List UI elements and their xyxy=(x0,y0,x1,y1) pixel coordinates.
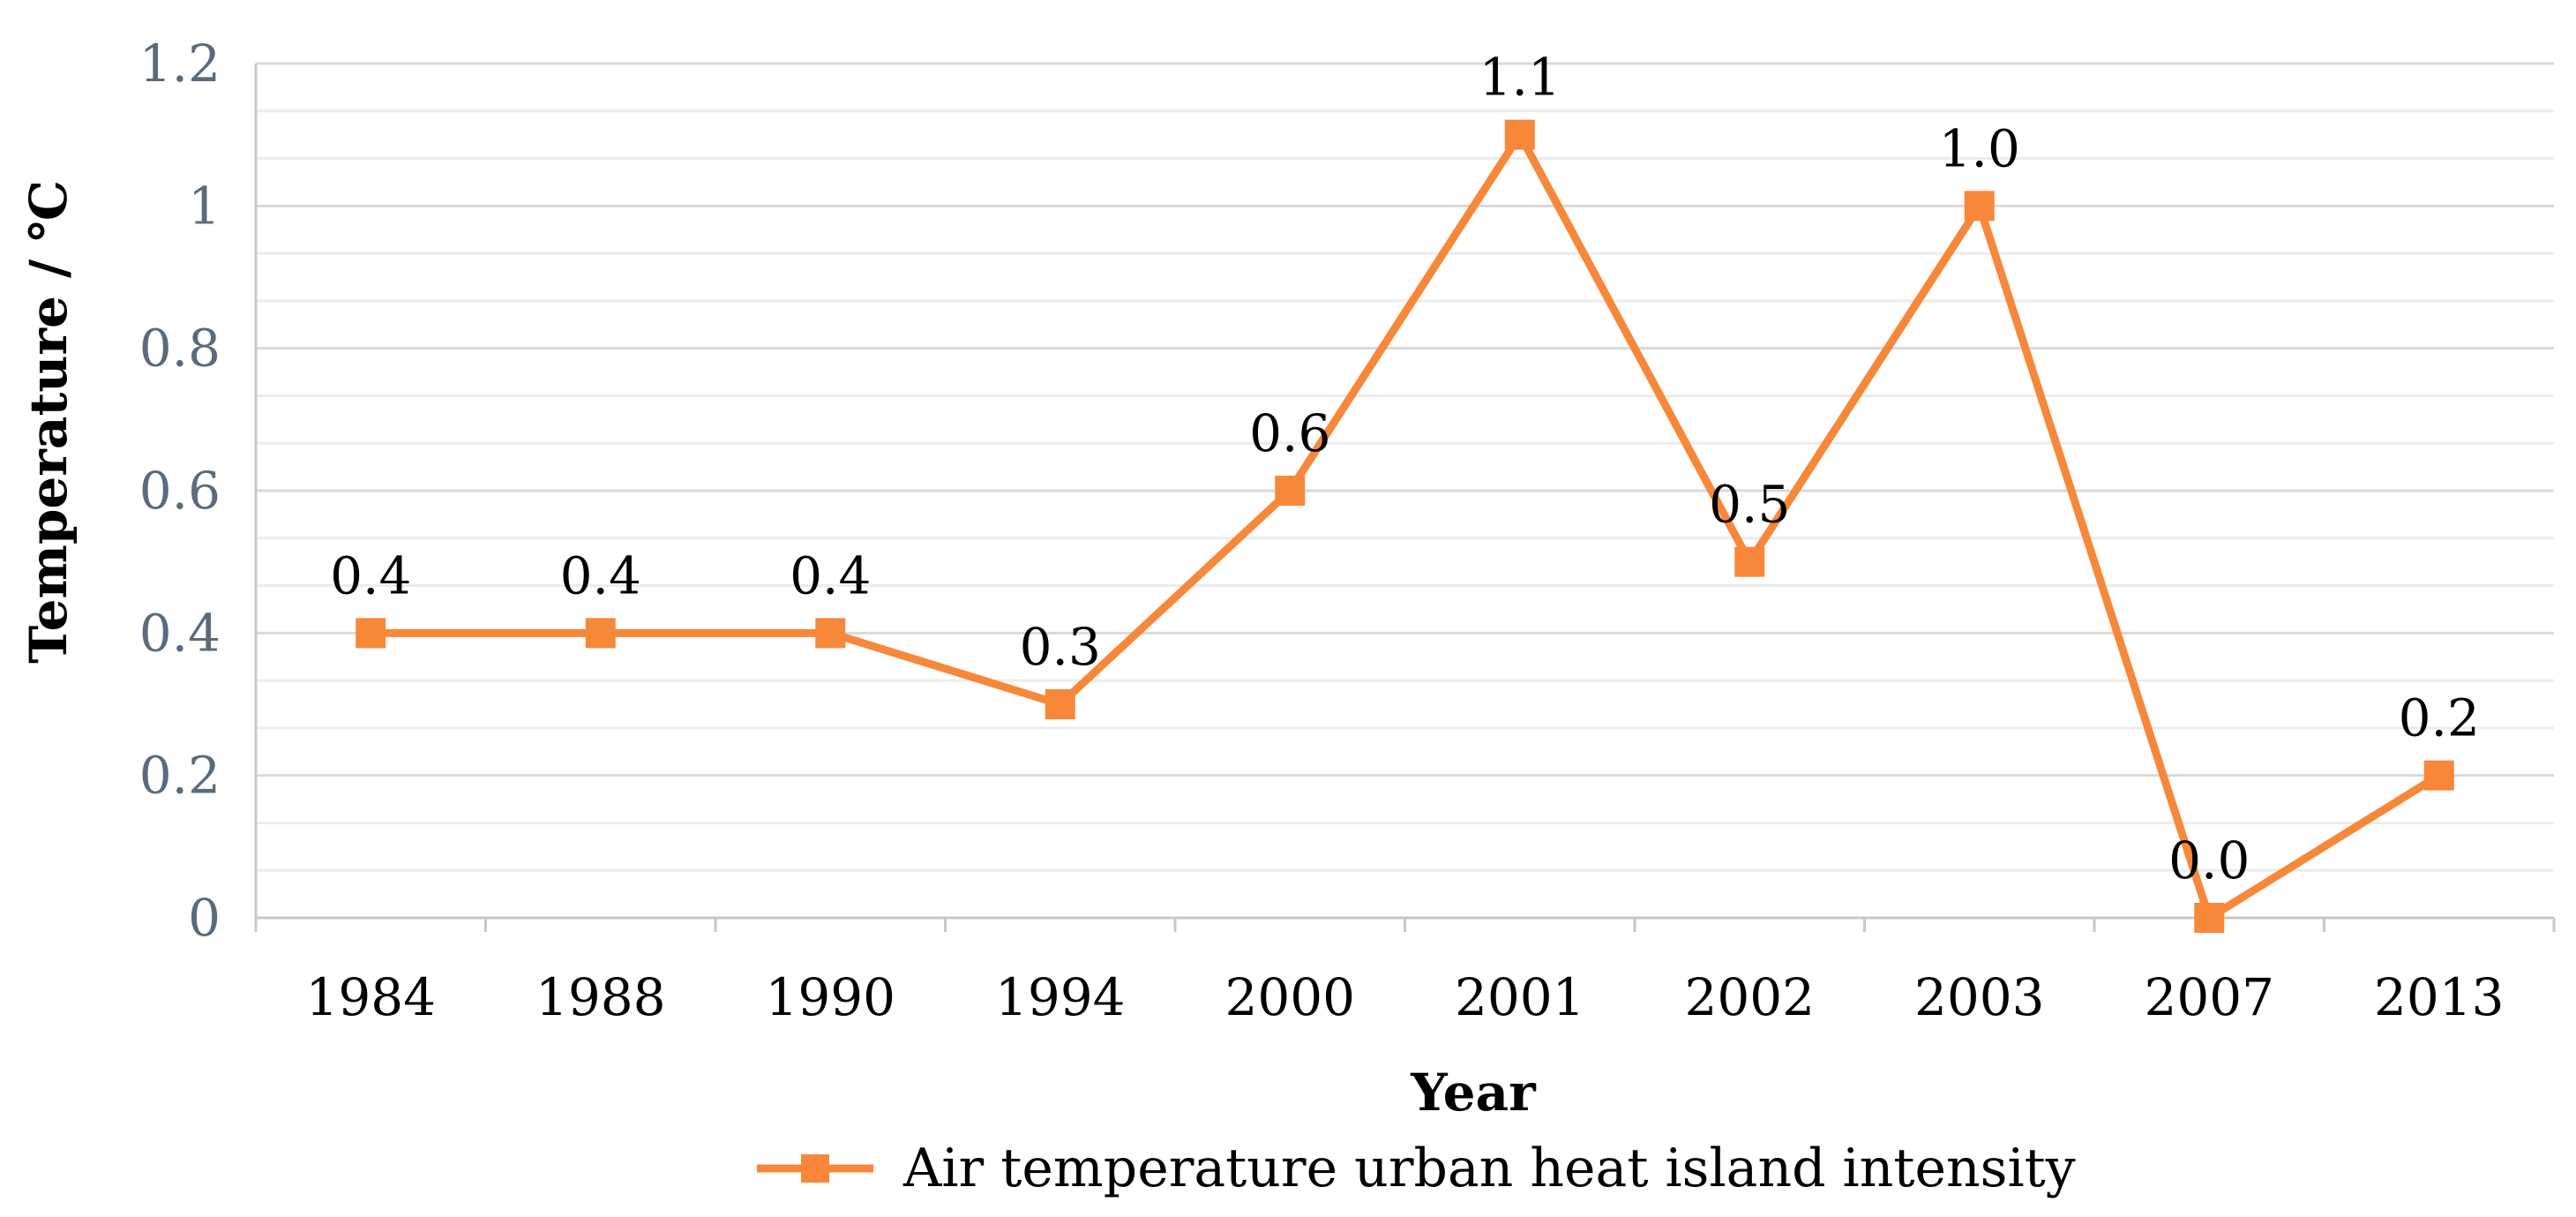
legend: Air temperature urban heat island intens… xyxy=(757,1138,2076,1199)
y-tick-label: 0.2 xyxy=(139,746,221,806)
x-tick-label: 2003 xyxy=(1914,967,2045,1027)
x-tick-label: 2013 xyxy=(2374,967,2505,1027)
data-point-marker xyxy=(815,618,846,649)
data-labels: 0.4 0.4 0.4 0.3 0.6 1.1 0.5 1.0 0.0 0.2 xyxy=(330,48,2480,890)
data-label: 0.4 xyxy=(330,545,411,605)
series xyxy=(356,119,2454,933)
data-label: 0.0 xyxy=(2168,830,2250,890)
data-label: 0.5 xyxy=(1709,475,1790,535)
data-point-marker xyxy=(1734,546,1765,577)
x-axis-title: Year xyxy=(1410,1063,1537,1123)
legend-marker-swatch xyxy=(801,1154,829,1183)
axes xyxy=(254,64,2556,932)
data-label: 0.3 xyxy=(1020,617,1101,677)
y-tick-label: 0.4 xyxy=(139,603,221,663)
data-label: 0.2 xyxy=(2399,688,2480,748)
x-tick-label: 2000 xyxy=(1224,967,1355,1027)
legend-label: Air temperature urban heat island intens… xyxy=(902,1138,2076,1199)
y-tick-label: 1.2 xyxy=(139,34,221,94)
data-label: 1.1 xyxy=(1479,48,1561,108)
x-tick-label: 1994 xyxy=(995,967,1126,1027)
data-point-marker xyxy=(1045,689,1075,719)
gridlines xyxy=(256,62,2554,872)
x-tick-label: 1984 xyxy=(305,967,436,1027)
data-label: 0.6 xyxy=(1249,403,1330,463)
data-label: 0.4 xyxy=(560,545,641,605)
x-tick-label: 2002 xyxy=(1684,967,1815,1027)
data-point-marker xyxy=(2423,760,2454,791)
data-point-marker xyxy=(2194,903,2225,933)
y-tick-label: 0.8 xyxy=(139,319,221,379)
y-tick-labels: 0 0.2 0.4 0.6 0.8 1 1.2 xyxy=(139,34,221,948)
data-point-marker xyxy=(585,618,616,649)
x-tick-label: 1990 xyxy=(765,967,895,1027)
data-point-marker xyxy=(1275,476,1306,506)
data-point-marker xyxy=(1504,119,1535,150)
x-tick-label: 2001 xyxy=(1455,967,1585,1027)
series-line xyxy=(371,131,2442,922)
data-point-marker xyxy=(356,618,386,649)
y-tick-label: 1 xyxy=(188,176,221,236)
x-tick-label: 1988 xyxy=(535,967,666,1027)
y-axis-title: Temperature / ℃ xyxy=(19,180,79,664)
x-tick-label: 2007 xyxy=(2144,967,2274,1027)
y-tick-label: 0.6 xyxy=(139,461,221,521)
x-tick-labels: 1984 1988 1990 1994 2000 2001 2002 2003 2007 2013 xyxy=(305,967,2504,1027)
data-point-marker xyxy=(1964,191,1995,222)
data-label: 1.0 xyxy=(1939,118,2020,178)
y-tick-label: 0 xyxy=(188,888,221,948)
data-label: 0.4 xyxy=(790,545,871,605)
